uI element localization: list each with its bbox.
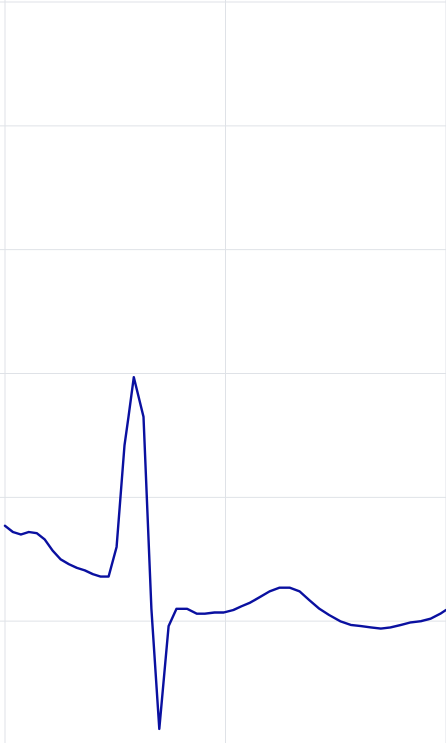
series-line-0	[3, 376, 446, 731]
series-group	[3, 376, 446, 731]
